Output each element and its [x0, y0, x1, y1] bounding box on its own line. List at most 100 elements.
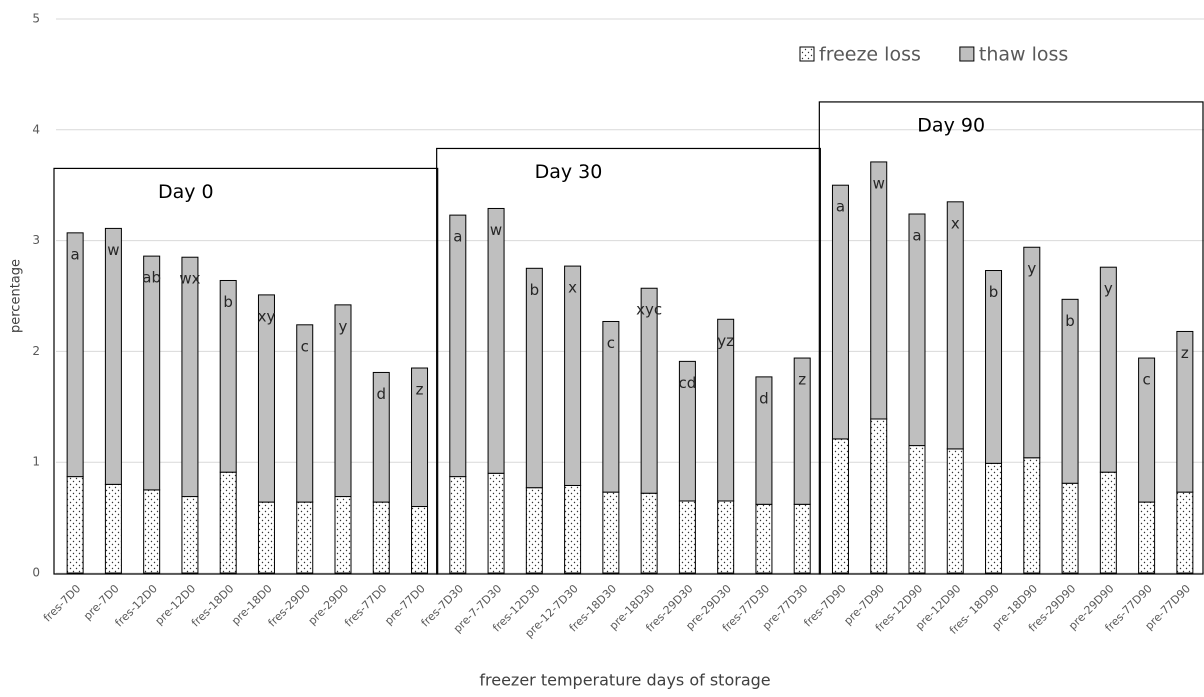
- bar-letter: xy: [258, 307, 276, 325]
- bar-segment: [678, 360, 696, 502]
- bar-letter: c: [301, 337, 309, 355]
- group-box: [53, 167, 439, 575]
- bar-letter: a: [836, 198, 845, 216]
- bar-segment: [985, 462, 1003, 574]
- bar-segment: [525, 267, 543, 489]
- bar-segment: [525, 487, 543, 574]
- group-box: [436, 147, 821, 575]
- x-tick-label: fres-29D0: [266, 582, 313, 629]
- bar-segment: [296, 324, 314, 503]
- bar-letter: z: [1181, 344, 1189, 362]
- bar-segment: [104, 483, 122, 574]
- bar-letter: y: [339, 317, 348, 335]
- bar-letter: b: [1065, 312, 1075, 330]
- bar-segment: [640, 287, 658, 494]
- bar-segment: [372, 371, 390, 503]
- bar-segment: [257, 501, 275, 574]
- bar-letter: z: [416, 381, 424, 399]
- bar-letter: y: [1027, 260, 1036, 278]
- bar-segment: [334, 304, 352, 498]
- bar-segment: [143, 489, 161, 574]
- y-tick-label: 1: [32, 455, 40, 469]
- bar-segment: [831, 438, 849, 574]
- bar-segment: [946, 201, 964, 450]
- bar-segment: [219, 471, 237, 574]
- bar-segment: [564, 265, 582, 486]
- x-tick-label: fres-7D90: [801, 582, 848, 629]
- bar-letter: y: [1104, 280, 1113, 298]
- bar-letter: yz: [717, 332, 734, 350]
- bar-segment: [1138, 357, 1156, 503]
- bar-segment: [1061, 298, 1079, 484]
- bar-segment: [831, 184, 849, 440]
- bar-segment: [602, 491, 620, 574]
- bar-letter: d: [759, 389, 769, 407]
- bar-segment: [755, 376, 773, 505]
- bar-segment: [372, 501, 390, 574]
- x-tick-label: fres-77D0: [342, 582, 389, 629]
- bar-segment: [449, 214, 467, 478]
- bar-letter: b: [530, 281, 540, 299]
- legend-label: thaw loss: [979, 44, 1068, 66]
- bar-segment: [181, 256, 199, 498]
- bar-segment: [564, 484, 582, 574]
- bar-segment: [1061, 482, 1079, 574]
- bar-letter: ab: [142, 269, 161, 287]
- bar-segment: [257, 294, 275, 503]
- bar-segment: [1138, 501, 1156, 574]
- bar-segment: [487, 472, 505, 574]
- bar-letter: d: [377, 385, 387, 403]
- bar-letter: c: [1142, 371, 1150, 389]
- bar-segment: [219, 279, 237, 473]
- y-tick-label: 0: [32, 566, 40, 580]
- bar-letter: x: [951, 214, 960, 232]
- bar-segment: [602, 320, 620, 493]
- group-label: Day 90: [917, 114, 985, 136]
- group-label: Day 30: [535, 161, 603, 183]
- bar-segment: [640, 492, 658, 574]
- bar-letter: wx: [179, 270, 200, 288]
- group-label: Day 0: [158, 181, 214, 203]
- y-tick-label: 2: [32, 344, 40, 358]
- bar-letter: w: [107, 241, 119, 259]
- bar-segment: [1099, 266, 1117, 473]
- bar-letter: a: [453, 228, 462, 246]
- bar-segment: [1176, 491, 1194, 574]
- bar-segment: [1099, 471, 1117, 574]
- y-tick-label: 4: [32, 122, 40, 136]
- bar-segment: [755, 503, 773, 574]
- bar-segment: [487, 207, 505, 474]
- x-axis-title: freezer temperature days of storage: [479, 671, 770, 690]
- bar-segment: [870, 418, 888, 574]
- bar-segment: [717, 500, 735, 574]
- legend-label: freeze loss: [819, 44, 921, 66]
- bar-segment: [1023, 457, 1041, 574]
- bar-segment: [104, 227, 122, 485]
- bar-segment: [334, 496, 352, 574]
- bar-letter: b: [989, 283, 999, 301]
- bar-segment: [66, 232, 84, 478]
- bar-segment: [66, 476, 84, 574]
- bar-segment: [678, 500, 696, 574]
- legend-swatch: [959, 46, 975, 62]
- bar-letter: cd: [679, 374, 697, 392]
- bar-letter: c: [607, 334, 615, 352]
- bar-segment: [411, 506, 429, 574]
- x-tick-label: fres-12D0: [112, 582, 159, 629]
- bar-letter: w: [873, 174, 885, 192]
- y-tick-label: 5: [32, 12, 40, 26]
- bar-letter: w: [490, 221, 502, 239]
- bar-segment: [449, 476, 467, 574]
- bar-letter: a: [912, 227, 921, 245]
- bar-segment: [793, 357, 811, 505]
- bar-segment: [1176, 330, 1194, 493]
- bar-segment: [143, 255, 161, 491]
- bar-segment: [985, 270, 1003, 464]
- bar-segment: [870, 161, 888, 420]
- bar-segment: [296, 501, 314, 574]
- legend-swatch: [799, 46, 815, 62]
- bar-segment: [908, 445, 926, 574]
- group-box: [818, 101, 1204, 575]
- y-axis-title: percentage: [9, 259, 24, 333]
